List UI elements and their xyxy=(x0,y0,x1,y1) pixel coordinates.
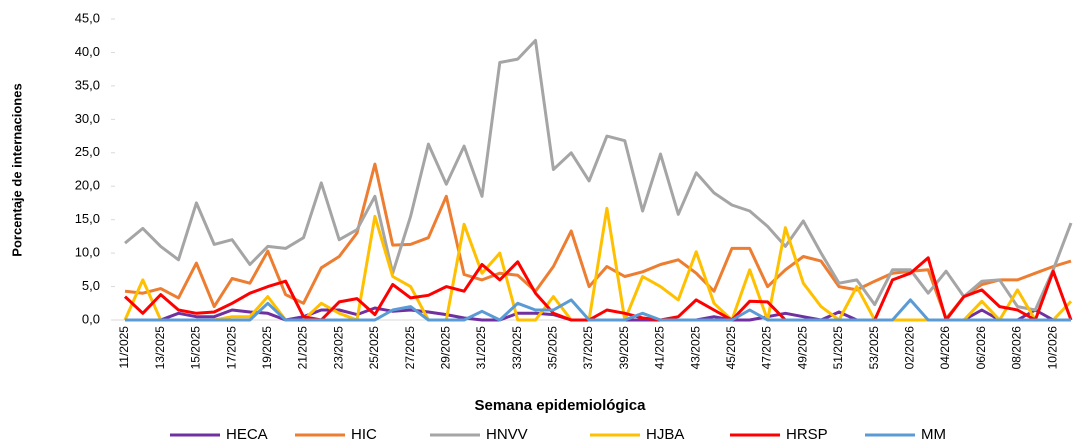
y-tick-label: 35,0 xyxy=(75,77,100,92)
series-line xyxy=(123,256,1073,322)
x-tick-label: 06/2026 xyxy=(974,326,988,370)
legend-label: HRSP xyxy=(786,426,828,443)
legend-label: HECA xyxy=(226,426,268,443)
x-tick-label: 53/2025 xyxy=(867,326,881,370)
y-tick-label: 45,0 xyxy=(75,10,100,25)
x-tick-label: 23/2025 xyxy=(331,326,345,370)
x-tick-label: 37/2025 xyxy=(581,326,595,370)
y-tick-label: 40,0 xyxy=(75,44,100,59)
x-tick-label: 39/2025 xyxy=(617,326,631,370)
x-tick-label: 27/2025 xyxy=(403,326,417,370)
y-tick-label: 0,0 xyxy=(82,311,100,326)
x-tick-label: 19/2025 xyxy=(260,326,274,370)
y-tick-label: 5,0 xyxy=(82,278,100,293)
x-tick-label: 17/2025 xyxy=(224,326,238,370)
y-tick-label: 10,0 xyxy=(75,245,100,260)
x-tick-label: 33/2025 xyxy=(510,326,524,370)
x-tick-label: 35/2025 xyxy=(546,326,560,370)
x-tick-label: 43/2025 xyxy=(688,326,702,370)
y-tick-label: 20,0 xyxy=(75,178,100,193)
legend-label: MM xyxy=(921,426,946,443)
series-line xyxy=(124,38,1073,312)
x-tick-label: 51/2025 xyxy=(831,326,845,370)
x-tick-label: 10/2026 xyxy=(1045,326,1059,370)
x-tick-label: 21/2025 xyxy=(296,326,310,370)
x-tick-label: 25/2025 xyxy=(367,326,381,370)
x-tick-label: 04/2026 xyxy=(938,326,952,370)
y-tick-label: 15,0 xyxy=(75,211,100,226)
x-tick-label: 45/2025 xyxy=(724,326,738,370)
legend-label: HNVV xyxy=(486,426,528,443)
x-tick-label: 08/2026 xyxy=(1010,326,1024,370)
y-tick-label: 30,0 xyxy=(75,111,100,126)
legend-label: HJBA xyxy=(646,426,684,443)
series-line xyxy=(125,298,1071,322)
y-tick-label: 25,0 xyxy=(75,144,100,159)
x-tick-label: 13/2025 xyxy=(153,326,167,370)
x-tick-label: 11/2025 xyxy=(117,326,131,369)
x-tick-label: 02/2026 xyxy=(903,326,917,370)
x-tick-label: 49/2025 xyxy=(795,326,809,370)
x-tick-label: 41/2025 xyxy=(653,326,667,370)
x-tick-label: 47/2025 xyxy=(760,326,774,370)
y-axis-title: Porcentaje de internaciones xyxy=(9,83,24,256)
legend-label: HIC xyxy=(351,426,377,443)
x-tick-label: 31/2025 xyxy=(474,326,488,370)
x-axis-title: Semana epidemiológica xyxy=(475,397,647,414)
x-tick-label: 29/2025 xyxy=(438,326,452,370)
x-tick-label: 15/2025 xyxy=(189,326,203,370)
